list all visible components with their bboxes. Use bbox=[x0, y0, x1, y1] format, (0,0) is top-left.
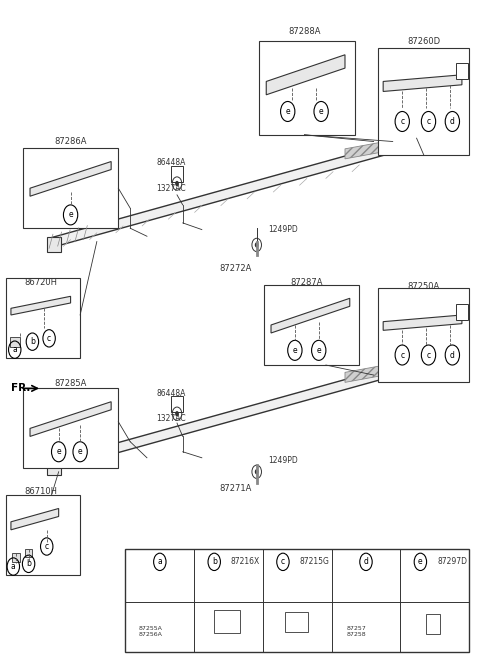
FancyBboxPatch shape bbox=[47, 460, 61, 475]
Text: c: c bbox=[426, 117, 431, 126]
Text: b: b bbox=[26, 559, 31, 568]
Text: e: e bbox=[316, 346, 321, 355]
FancyBboxPatch shape bbox=[426, 614, 441, 634]
Text: a: a bbox=[11, 562, 16, 571]
Polygon shape bbox=[266, 55, 345, 94]
Polygon shape bbox=[11, 296, 71, 315]
Polygon shape bbox=[383, 75, 462, 92]
Text: e: e bbox=[68, 210, 73, 219]
Text: d: d bbox=[363, 557, 369, 566]
Text: c: c bbox=[45, 542, 49, 551]
Text: c: c bbox=[281, 557, 285, 566]
FancyBboxPatch shape bbox=[259, 42, 355, 135]
FancyBboxPatch shape bbox=[47, 237, 61, 252]
FancyBboxPatch shape bbox=[456, 304, 468, 320]
Text: a: a bbox=[157, 557, 162, 566]
Polygon shape bbox=[30, 402, 111, 436]
Text: 87216X: 87216X bbox=[231, 557, 260, 566]
FancyBboxPatch shape bbox=[23, 389, 118, 468]
Polygon shape bbox=[345, 358, 421, 383]
Text: e: e bbox=[319, 107, 324, 116]
Text: a: a bbox=[12, 345, 17, 354]
FancyBboxPatch shape bbox=[12, 553, 21, 562]
Text: 87260D: 87260D bbox=[407, 37, 440, 46]
Polygon shape bbox=[49, 135, 421, 249]
Text: 87255A
87256A: 87255A 87256A bbox=[138, 626, 162, 636]
FancyBboxPatch shape bbox=[23, 148, 118, 228]
Circle shape bbox=[175, 411, 179, 416]
Polygon shape bbox=[345, 135, 421, 159]
FancyBboxPatch shape bbox=[125, 549, 469, 652]
Circle shape bbox=[255, 243, 259, 248]
Polygon shape bbox=[30, 161, 111, 196]
FancyBboxPatch shape bbox=[171, 165, 183, 182]
Circle shape bbox=[175, 181, 179, 186]
Text: 87257
87258: 87257 87258 bbox=[347, 626, 366, 636]
Text: b: b bbox=[212, 557, 216, 566]
Text: 86448A: 86448A bbox=[156, 158, 185, 168]
Text: 87272A: 87272A bbox=[219, 264, 252, 273]
Text: 87288A: 87288A bbox=[288, 27, 321, 36]
FancyBboxPatch shape bbox=[456, 64, 468, 80]
FancyBboxPatch shape bbox=[264, 285, 360, 365]
Text: e: e bbox=[286, 107, 290, 116]
Polygon shape bbox=[11, 509, 59, 530]
Text: d: d bbox=[450, 350, 455, 360]
Text: 1249PD: 1249PD bbox=[269, 456, 299, 465]
Text: 1327AC: 1327AC bbox=[156, 184, 186, 193]
Text: b: b bbox=[30, 337, 35, 346]
Text: 86448A: 86448A bbox=[156, 389, 185, 398]
FancyBboxPatch shape bbox=[378, 48, 469, 155]
Polygon shape bbox=[49, 358, 421, 472]
Text: 1327AC: 1327AC bbox=[156, 414, 186, 423]
Text: e: e bbox=[418, 557, 423, 566]
Text: 87215G: 87215G bbox=[300, 557, 330, 566]
Text: 87285A: 87285A bbox=[54, 379, 87, 387]
FancyBboxPatch shape bbox=[6, 278, 80, 358]
Text: c: c bbox=[47, 334, 51, 343]
Text: 86720H: 86720H bbox=[24, 279, 58, 287]
Text: c: c bbox=[426, 350, 431, 360]
Text: 87286A: 87286A bbox=[54, 137, 87, 146]
Text: e: e bbox=[78, 448, 83, 456]
Text: 87297D: 87297D bbox=[437, 557, 467, 566]
FancyBboxPatch shape bbox=[25, 549, 32, 557]
FancyBboxPatch shape bbox=[285, 612, 308, 632]
FancyBboxPatch shape bbox=[6, 495, 80, 576]
FancyBboxPatch shape bbox=[214, 610, 240, 633]
Text: e: e bbox=[293, 346, 297, 355]
Text: 1249PD: 1249PD bbox=[269, 225, 299, 234]
FancyBboxPatch shape bbox=[10, 337, 20, 347]
Circle shape bbox=[255, 469, 259, 474]
Text: d: d bbox=[450, 117, 455, 126]
Text: c: c bbox=[400, 117, 404, 126]
Text: 87250A: 87250A bbox=[408, 283, 440, 291]
Text: 87271A: 87271A bbox=[219, 484, 252, 493]
Text: 86710H: 86710H bbox=[24, 487, 58, 496]
Text: e: e bbox=[56, 448, 61, 456]
Polygon shape bbox=[383, 315, 462, 330]
Text: FR.: FR. bbox=[11, 383, 30, 393]
Polygon shape bbox=[271, 298, 350, 333]
FancyBboxPatch shape bbox=[378, 288, 469, 382]
Text: c: c bbox=[400, 350, 404, 360]
Text: 87287A: 87287A bbox=[290, 279, 323, 287]
FancyBboxPatch shape bbox=[171, 396, 183, 412]
